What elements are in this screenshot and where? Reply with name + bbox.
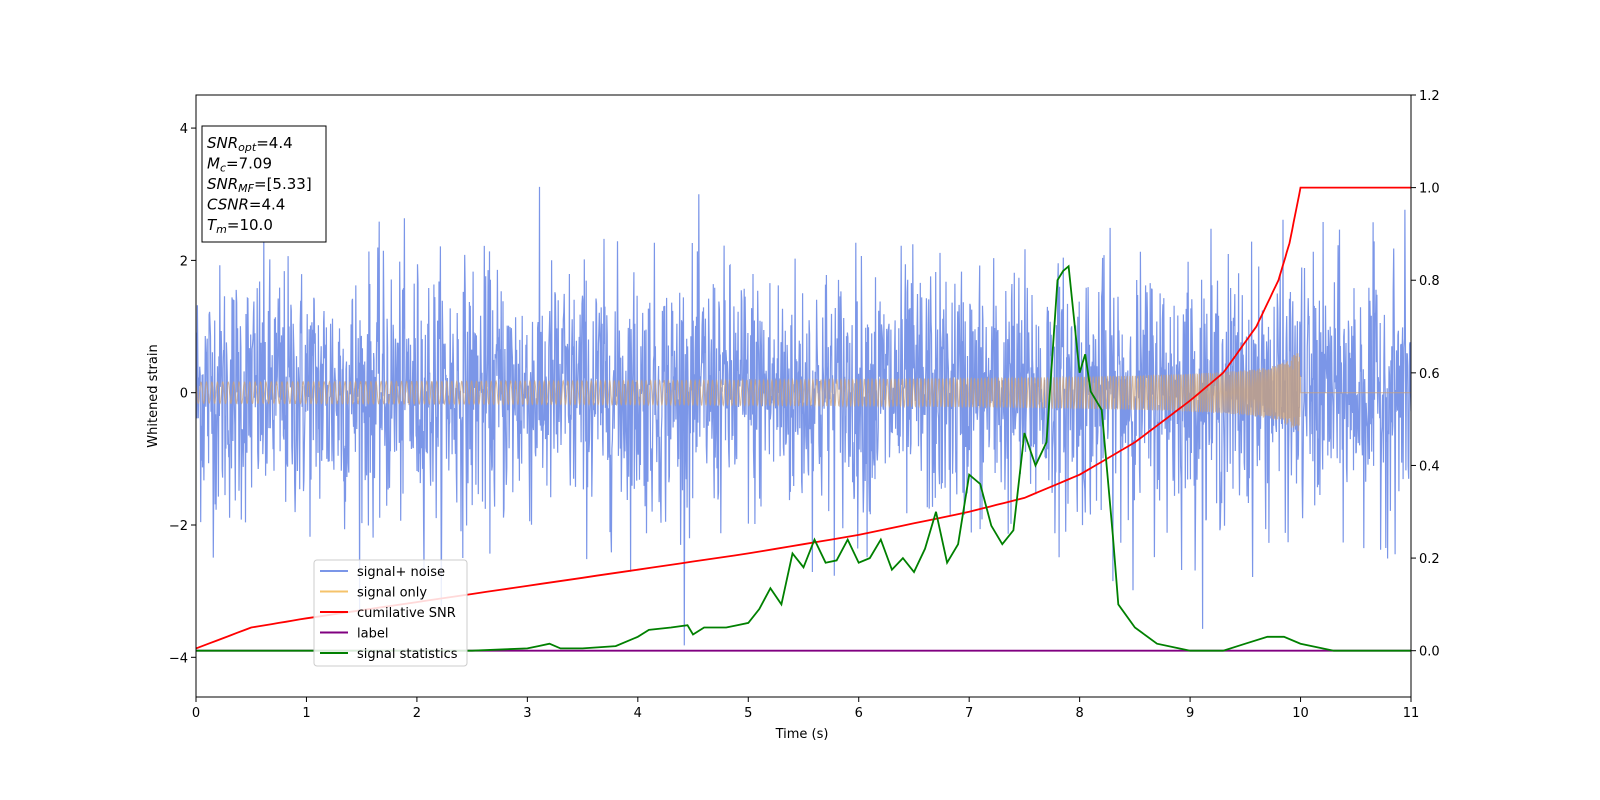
info-value: =4.4 [249,196,285,214]
plot-frame [195,94,1412,698]
x-tick-label: 3 [523,706,531,721]
info-line: SNRopt=4.4 [207,134,293,154]
info-symbol: CSNR [207,196,249,214]
x-axis-label: Time (s) [775,727,829,742]
info-value: =4.4 [256,134,292,152]
y2-tick-label: 0.4 [1419,459,1440,474]
legend-label: signal statistics [357,647,458,662]
info-value: =[5.33] [254,175,312,193]
legend-label: signal only [357,586,427,601]
x-tick-label: 6 [855,706,863,721]
y2-tick-label: 0.8 [1419,274,1440,289]
legend-frame [313,559,468,667]
y-axis-label: Whitened strain [146,344,161,447]
y-tick-label: −4 [169,651,188,666]
y-tick-label: −2 [169,519,188,534]
legend-label: label [357,627,388,642]
info-subscript: m [216,223,227,236]
y2-tick-label: 1.2 [1419,89,1440,104]
info-line: CSNR=4.4 [207,196,285,214]
info-symbol: M [207,155,220,173]
y-tick-label: 4 [180,122,188,137]
x-tick-label: 4 [634,706,642,721]
x-axis: 0 1 2 3 4 5 6 7 8 9 10 11 [192,697,1419,721]
info-line: Tm=10.0 [207,216,273,236]
info-box-frame [201,125,327,243]
y2-tick-label: 0.2 [1419,552,1440,567]
info-box: SNRopt=4.4Mc=7.09SNRMF=[5.33]CSNR=4.4Tm=… [201,125,327,243]
info-symbol: SNR [207,134,238,152]
info-line: SNRMF=[5.33] [207,175,312,195]
signal-only-series [196,353,1411,432]
x-tick-label: 0 [192,706,200,721]
legend: signal+ noise signal only cumilative SNR la… [313,559,468,667]
x-tick-label: 5 [744,706,752,721]
legend-label: cumilative SNR [357,606,456,621]
info-value: =10.0 [227,216,273,234]
y2-tick-label: 0.0 [1419,645,1440,660]
x-tick-label: 7 [965,706,973,721]
info-line: Mc=7.09 [207,155,272,175]
y-tick-label: 2 [180,254,188,269]
y-axis-right: 0.0 0.2 0.4 0.6 0.8 1.0 1.2 [1411,89,1440,660]
x-tick-label: 9 [1186,706,1194,721]
x-tick-label: 10 [1292,706,1309,721]
signal-statistics-series [196,264,1411,652]
x-tick-label: 2 [413,706,421,721]
info-subscript: c [220,162,226,175]
info-subscript: opt [238,141,257,154]
legend-label: signal+ noise [357,565,445,580]
info-symbol: T [207,216,218,234]
y-axis-left: −4 −2 0 2 4 [169,122,196,666]
y2-tick-label: 0.6 [1419,367,1440,382]
info-symbol: SNR [207,175,238,193]
info-value: =7.09 [226,155,272,173]
x-tick-label: 1 [302,706,310,721]
y2-tick-label: 1.0 [1419,182,1440,197]
info-subscript: MF [238,182,254,195]
y-tick-label: 0 [180,387,188,402]
x-tick-label: 8 [1075,706,1083,721]
x-tick-label: 11 [1403,706,1420,721]
